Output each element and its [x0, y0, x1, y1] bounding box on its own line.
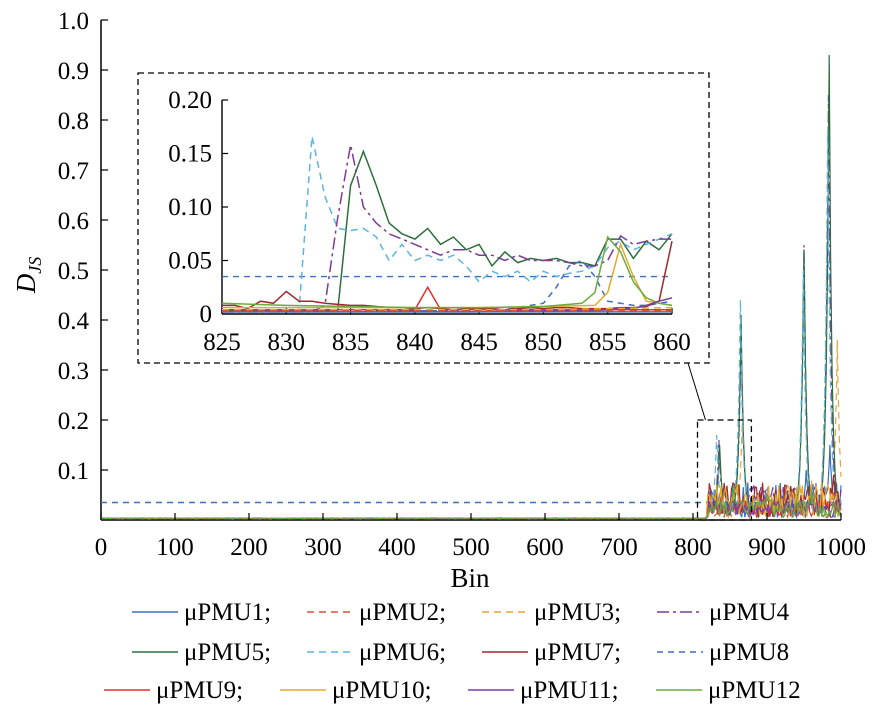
legend-label-μPMU7: μPMU7;: [534, 639, 621, 666]
y-axis: 0.1 0.2 0.3 0.4 0.5 0.6 0.7 0.8 0.9 1.0: [58, 8, 108, 485]
series-line-μPMU3: [100, 339, 842, 520]
y-tick-label: 0.5: [58, 258, 89, 285]
x-tick-label: 800: [674, 534, 712, 561]
y-tick-label: 0.6: [58, 208, 89, 235]
legend-label-μPMU3: μPMU3;: [534, 599, 621, 626]
inset-y-tick-label: 0.15: [168, 141, 212, 168]
inset-frame: [137, 72, 710, 364]
x-tick-label: 500: [452, 534, 490, 561]
y-tick-label: 1.0: [58, 8, 89, 35]
inset-y-tick-label: 0.05: [168, 248, 212, 275]
main-plot-area: [100, 20, 842, 521]
x-tick-label: 600: [526, 534, 564, 561]
x-tick-label: 900: [748, 534, 786, 561]
y-tick-label: 0.2: [58, 408, 89, 435]
x-tick-label: 100: [156, 534, 194, 561]
inset-series-line-μPMU3: [222, 306, 673, 311]
inset-x-tick-label: 835: [332, 329, 370, 356]
y-axis-label-sub: JS: [25, 257, 45, 274]
legend-label-μPMU6: μPMU6;: [359, 639, 446, 666]
legend-label-μPMU10: μPMU10;: [332, 677, 432, 704]
x-tick-label: 400: [378, 534, 416, 561]
x-tick-label: 200: [230, 534, 268, 561]
inset-series-line-μPMU12: [221, 235, 673, 309]
legend-label-μPMU4: μPMU4: [709, 599, 790, 626]
legend-label-μPMU12: μPMU12: [708, 677, 801, 704]
inset-x-tick-label: 825: [203, 329, 241, 356]
y-tick-label: 0.3: [58, 358, 89, 385]
inset-x-tick-label: 850: [525, 329, 563, 356]
series-line-μPMU12: [100, 484, 842, 520]
x-tick-label: 0: [95, 534, 108, 561]
x-tick-label: 1000: [816, 534, 866, 561]
legend-label-μPMU5: μPMU5;: [184, 639, 271, 666]
zoom-region-box: [696, 419, 753, 521]
legend-label-μPMU8: μPMU8: [709, 639, 789, 666]
inset-connector: [687, 362, 706, 421]
legend: μPMU1; μPMU2; μPMU3; μPMU4 μPMU5; μPMU6; μPMU7…: [104, 599, 801, 704]
y-tick-label: 0.1: [58, 458, 89, 485]
x-tick-label: 300: [304, 534, 342, 561]
inset-y-tick-label: 0.20: [168, 87, 212, 114]
inset-x-tick-label: 855: [589, 329, 627, 356]
inset-x-tick-label: 860: [653, 329, 691, 356]
inset-plot: 825 830 835 840 845 850 855 860 0 0.05 0.10 0.15 0.2…: [137, 72, 710, 421]
inset-x-tick-label: 845: [460, 329, 498, 356]
legend-label-μPMU9: μPMU9;: [156, 677, 243, 704]
inset-series-line-μPMU8: [222, 259, 673, 312]
x-tick-label: 700: [600, 534, 638, 561]
x-axis: 0 100 200 300 400 500 600 700 800 900 1000: [95, 513, 866, 561]
y-tick-label: 0.7: [58, 158, 89, 185]
inset-y-tick-label: 0: [200, 301, 213, 328]
legend-label-μPMU1: μPMU1;: [184, 599, 271, 626]
y-tick-label: 0.8: [58, 108, 89, 135]
inset-x-tick-label: 840: [396, 329, 434, 356]
y-axis-label-main: D: [11, 273, 41, 294]
y-axis-label: DJS: [11, 257, 45, 295]
legend-label-μPMU2: μPMU2;: [359, 599, 446, 626]
y-tick-label: 0.9: [58, 58, 89, 85]
y-tick-label: 0.4: [58, 308, 90, 335]
inset-y-tick-label: 0.10: [168, 194, 212, 221]
x-axis-label: Bin: [450, 563, 490, 593]
inset-series-line-μPMU10: [222, 242, 673, 309]
legend-label-μPMU11: μPMU11;: [520, 677, 619, 704]
inset-x-tick-label: 830: [268, 329, 306, 356]
